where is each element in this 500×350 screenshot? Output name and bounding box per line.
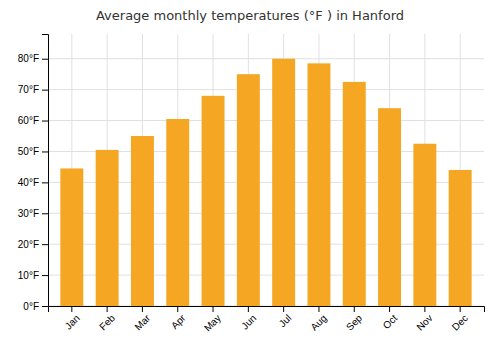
tick-label: 60°F	[18, 115, 39, 126]
x-axis: Jan Feb Mar Apr May Jun Jul Aug Sep Oct Nov Dec	[49, 306, 485, 334]
tick-label: Feb	[97, 312, 117, 332]
tick: May	[202, 306, 223, 334]
tick: Nov	[414, 306, 434, 333]
tick: Apr	[169, 306, 188, 331]
tick-mark	[42, 151, 48, 152]
tick-mark	[248, 306, 249, 312]
tick: 50°F	[18, 146, 48, 157]
tick-mark	[460, 306, 461, 312]
tick-mark	[42, 59, 48, 60]
tick-mark	[177, 306, 178, 312]
tick-mark	[42, 182, 48, 183]
tick-label: May	[202, 312, 223, 333]
grid-line	[48, 89, 484, 90]
tick: 20°F	[18, 239, 48, 250]
bar	[131, 136, 154, 306]
tick-mark	[424, 306, 425, 312]
tick: 70°F	[18, 84, 48, 95]
tick-mark	[283, 306, 284, 312]
tick-label: 50°F	[18, 146, 39, 157]
tick-mark	[42, 90, 48, 91]
bar	[60, 168, 83, 306]
tick: 0°F	[23, 301, 48, 312]
tick-label: 70°F	[18, 84, 39, 95]
tick-label: 10°F	[18, 270, 39, 281]
tick: 30°F	[18, 208, 48, 219]
bar	[343, 82, 366, 306]
tick: Jun	[239, 306, 258, 332]
grid	[48, 34, 484, 306]
tick-label: 40°F	[18, 177, 39, 188]
bars	[60, 59, 471, 306]
tick: 80°F	[18, 53, 48, 64]
tick-mark	[42, 121, 48, 122]
bar	[272, 59, 295, 306]
bar	[237, 74, 260, 306]
tick-label: Sep	[344, 312, 365, 333]
bar	[307, 63, 330, 306]
tick-mark	[142, 306, 143, 312]
tick-label: Aug	[308, 312, 328, 332]
axis-line	[42, 35, 49, 307]
tick-label: 80°F	[18, 53, 39, 64]
tick-mark	[213, 306, 214, 312]
y-axis: 0°F 10°F 20°F 30°F 40°F 50°F 60°F 70°F 80°F	[18, 35, 49, 312]
tick-mark	[107, 306, 108, 312]
tick-label: 20°F	[18, 239, 39, 250]
tick-label: Jul	[277, 312, 294, 329]
tick: Jan	[63, 306, 82, 332]
bar	[166, 119, 189, 306]
bar	[378, 108, 401, 306]
plot: 0°F 10°F 20°F 30°F 40°F 50°F 60°F 70°F 80°F Jan Fe…	[18, 34, 485, 334]
tick-mark	[354, 306, 355, 312]
bar	[449, 170, 472, 306]
tick: Jul	[277, 306, 294, 329]
tick-mark	[318, 306, 319, 312]
tick: Feb	[97, 306, 117, 332]
tick-mark	[42, 275, 48, 276]
tick: Mar	[132, 306, 152, 332]
tick-label: Jun	[239, 312, 258, 331]
grid-line	[48, 120, 484, 121]
tick-label: Apr	[169, 312, 188, 331]
tick-label: Mar	[132, 312, 152, 332]
grid-line	[48, 58, 484, 59]
tick: 60°F	[18, 115, 48, 126]
tick-mark	[389, 306, 390, 312]
tick-mark	[42, 306, 48, 307]
tick-label: Dec	[450, 312, 470, 332]
bar	[96, 150, 119, 306]
tick: Sep	[344, 306, 365, 333]
tick: Dec	[450, 306, 470, 333]
title: Average monthly temperatures (°F ) in Ha…	[96, 8, 404, 23]
tick-label: Jan	[63, 312, 82, 331]
tick: 10°F	[18, 270, 48, 281]
tick: 40°F	[18, 177, 48, 188]
tick-label: 30°F	[18, 208, 39, 219]
bar	[202, 96, 225, 306]
tick-label: Oct	[381, 312, 400, 331]
tick-mark	[42, 244, 48, 245]
tick: Oct	[381, 306, 400, 331]
tick-label: 0°F	[23, 301, 39, 312]
bar	[413, 144, 436, 306]
tick-mark	[71, 306, 72, 312]
axis-line	[49, 307, 485, 313]
tick: Aug	[308, 306, 328, 333]
tick-mark	[42, 213, 48, 214]
tick-label: Nov	[414, 312, 434, 332]
chart: Average monthly temperatures (°F ) in Ha…	[0, 0, 500, 350]
